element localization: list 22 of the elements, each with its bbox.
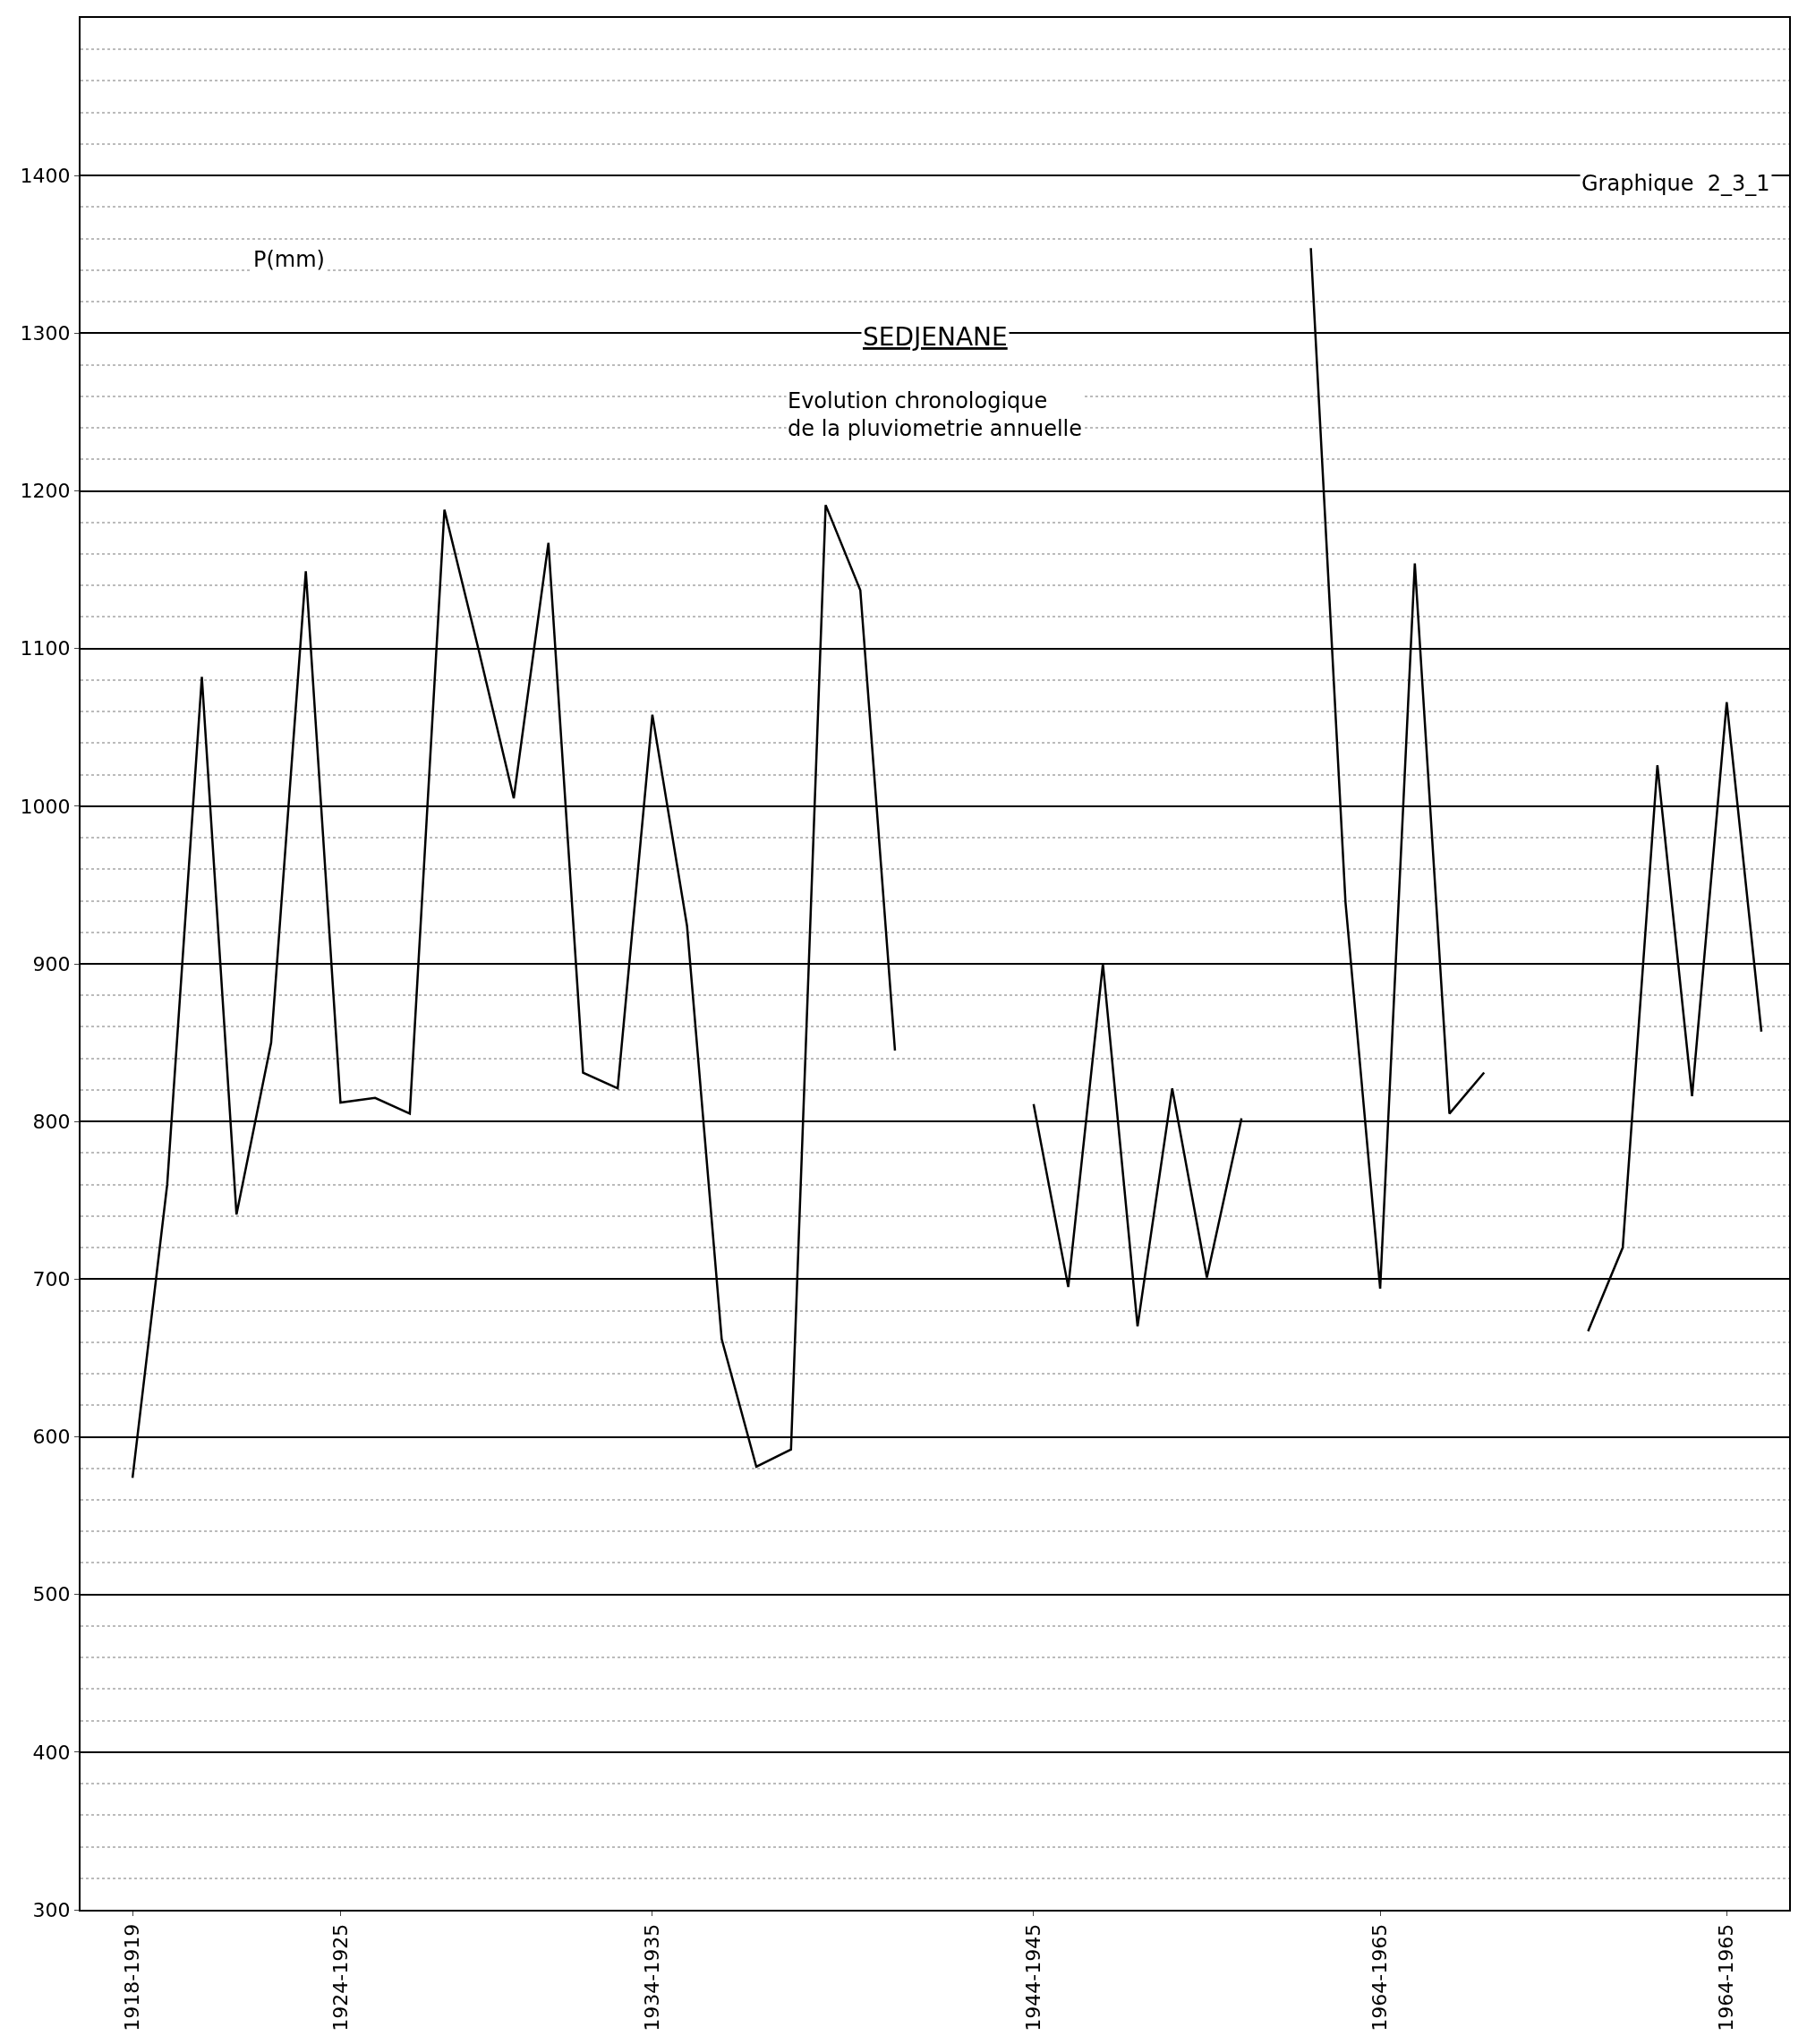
y-tick-label: 1200	[20, 480, 71, 503]
x-tick-label: 1944-1945	[1022, 1923, 1045, 2031]
y-tick-label: 400	[32, 1741, 71, 1764]
text: SEDJENANE	[863, 322, 1008, 352]
y-tick-label: 1000	[20, 795, 71, 818]
y-tick-label: 1300	[20, 322, 71, 345]
x-tick-label: 1934-1935	[641, 1923, 664, 2031]
y-tick-label: 600	[32, 1426, 71, 1449]
y-tick-label: 800	[32, 1110, 71, 1133]
y-tick-label: 900	[32, 952, 71, 975]
annotation: Graphique 2_3_1	[1581, 171, 1770, 196]
x-tick-label: 1964-1965	[1715, 1923, 1738, 2031]
y-axis-title: P(mm)	[253, 247, 325, 272]
text: Evolution chronologique de la pluviometrie annuelle	[788, 388, 1082, 442]
x-tick-label: 1964-1965	[1368, 1923, 1392, 2031]
y-tick-label: 1400	[20, 164, 71, 187]
y-tick-label: 1100	[20, 637, 71, 660]
y-tick-label: 500	[32, 1583, 71, 1606]
y-tick-label: 700	[32, 1268, 71, 1291]
x-tick-label: 1924-1925	[328, 1923, 352, 2031]
x-tick-label: 1918-1919	[121, 1923, 144, 2031]
y-tick-label: 300	[32, 1898, 71, 1921]
